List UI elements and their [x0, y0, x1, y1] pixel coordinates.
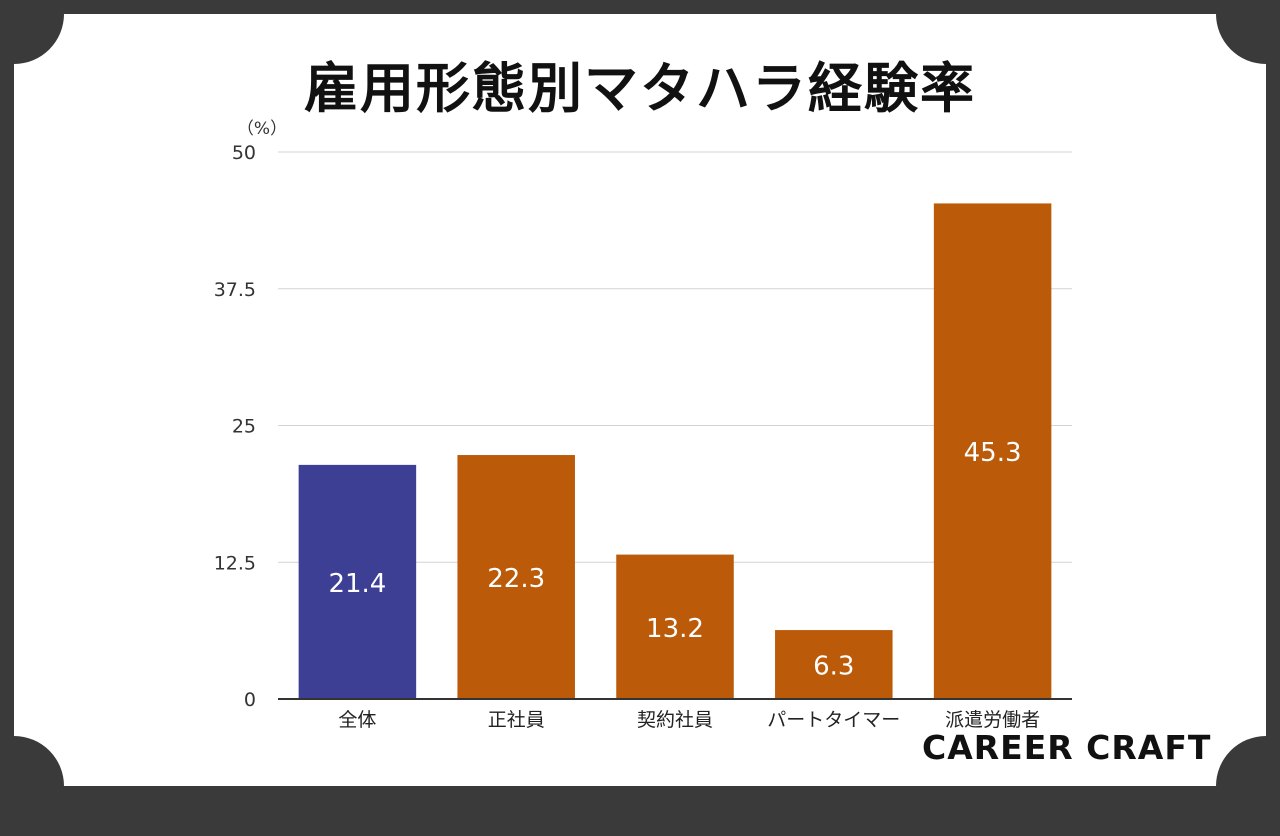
chart-title: 雇用形態別マタハラ経験率 [304, 57, 976, 120]
bar [298, 464, 417, 699]
bars [298, 203, 1052, 699]
category-label: 正社員 [488, 709, 545, 731]
category-label: パートタイマー [767, 709, 900, 731]
bar [616, 554, 734, 699]
bar-value-label: 6.3 [813, 652, 854, 682]
category-label: 全体 [338, 709, 376, 731]
category-label: 契約社員 [637, 709, 713, 731]
career-craft-logo: CAREER CRAFT [922, 728, 1212, 767]
bar-value-label: 22.3 [487, 564, 545, 594]
bar-value-label: 21.4 [328, 569, 386, 599]
bar-chart: （%） 0 12.5 25 37.5 50 21.4 22.3 13.2 6.3 45.3 全体… [214, 119, 1072, 731]
category-labels: 全体 正社員 契約社員 パートタイマー 派遣労働者 [338, 709, 1040, 731]
y-tick-label: 0 [244, 689, 256, 711]
bar [775, 630, 893, 699]
bar [933, 203, 1052, 699]
y-tick-labels: 0 12.5 25 37.5 50 [214, 142, 256, 711]
value-labels: 21.4 22.3 13.2 6.3 45.3 [328, 438, 1021, 681]
category-label: 派遣労働者 [945, 709, 1040, 731]
y-tick-label: 37.5 [214, 279, 256, 301]
y-unit-label: （%） [237, 119, 287, 139]
y-tick-label: 25 [232, 416, 256, 438]
bar [457, 455, 575, 699]
y-tick-label: 12.5 [214, 552, 256, 574]
bar-value-label: 13.2 [646, 614, 704, 644]
y-tick-label: 50 [232, 142, 256, 164]
bar-value-label: 45.3 [964, 438, 1022, 468]
